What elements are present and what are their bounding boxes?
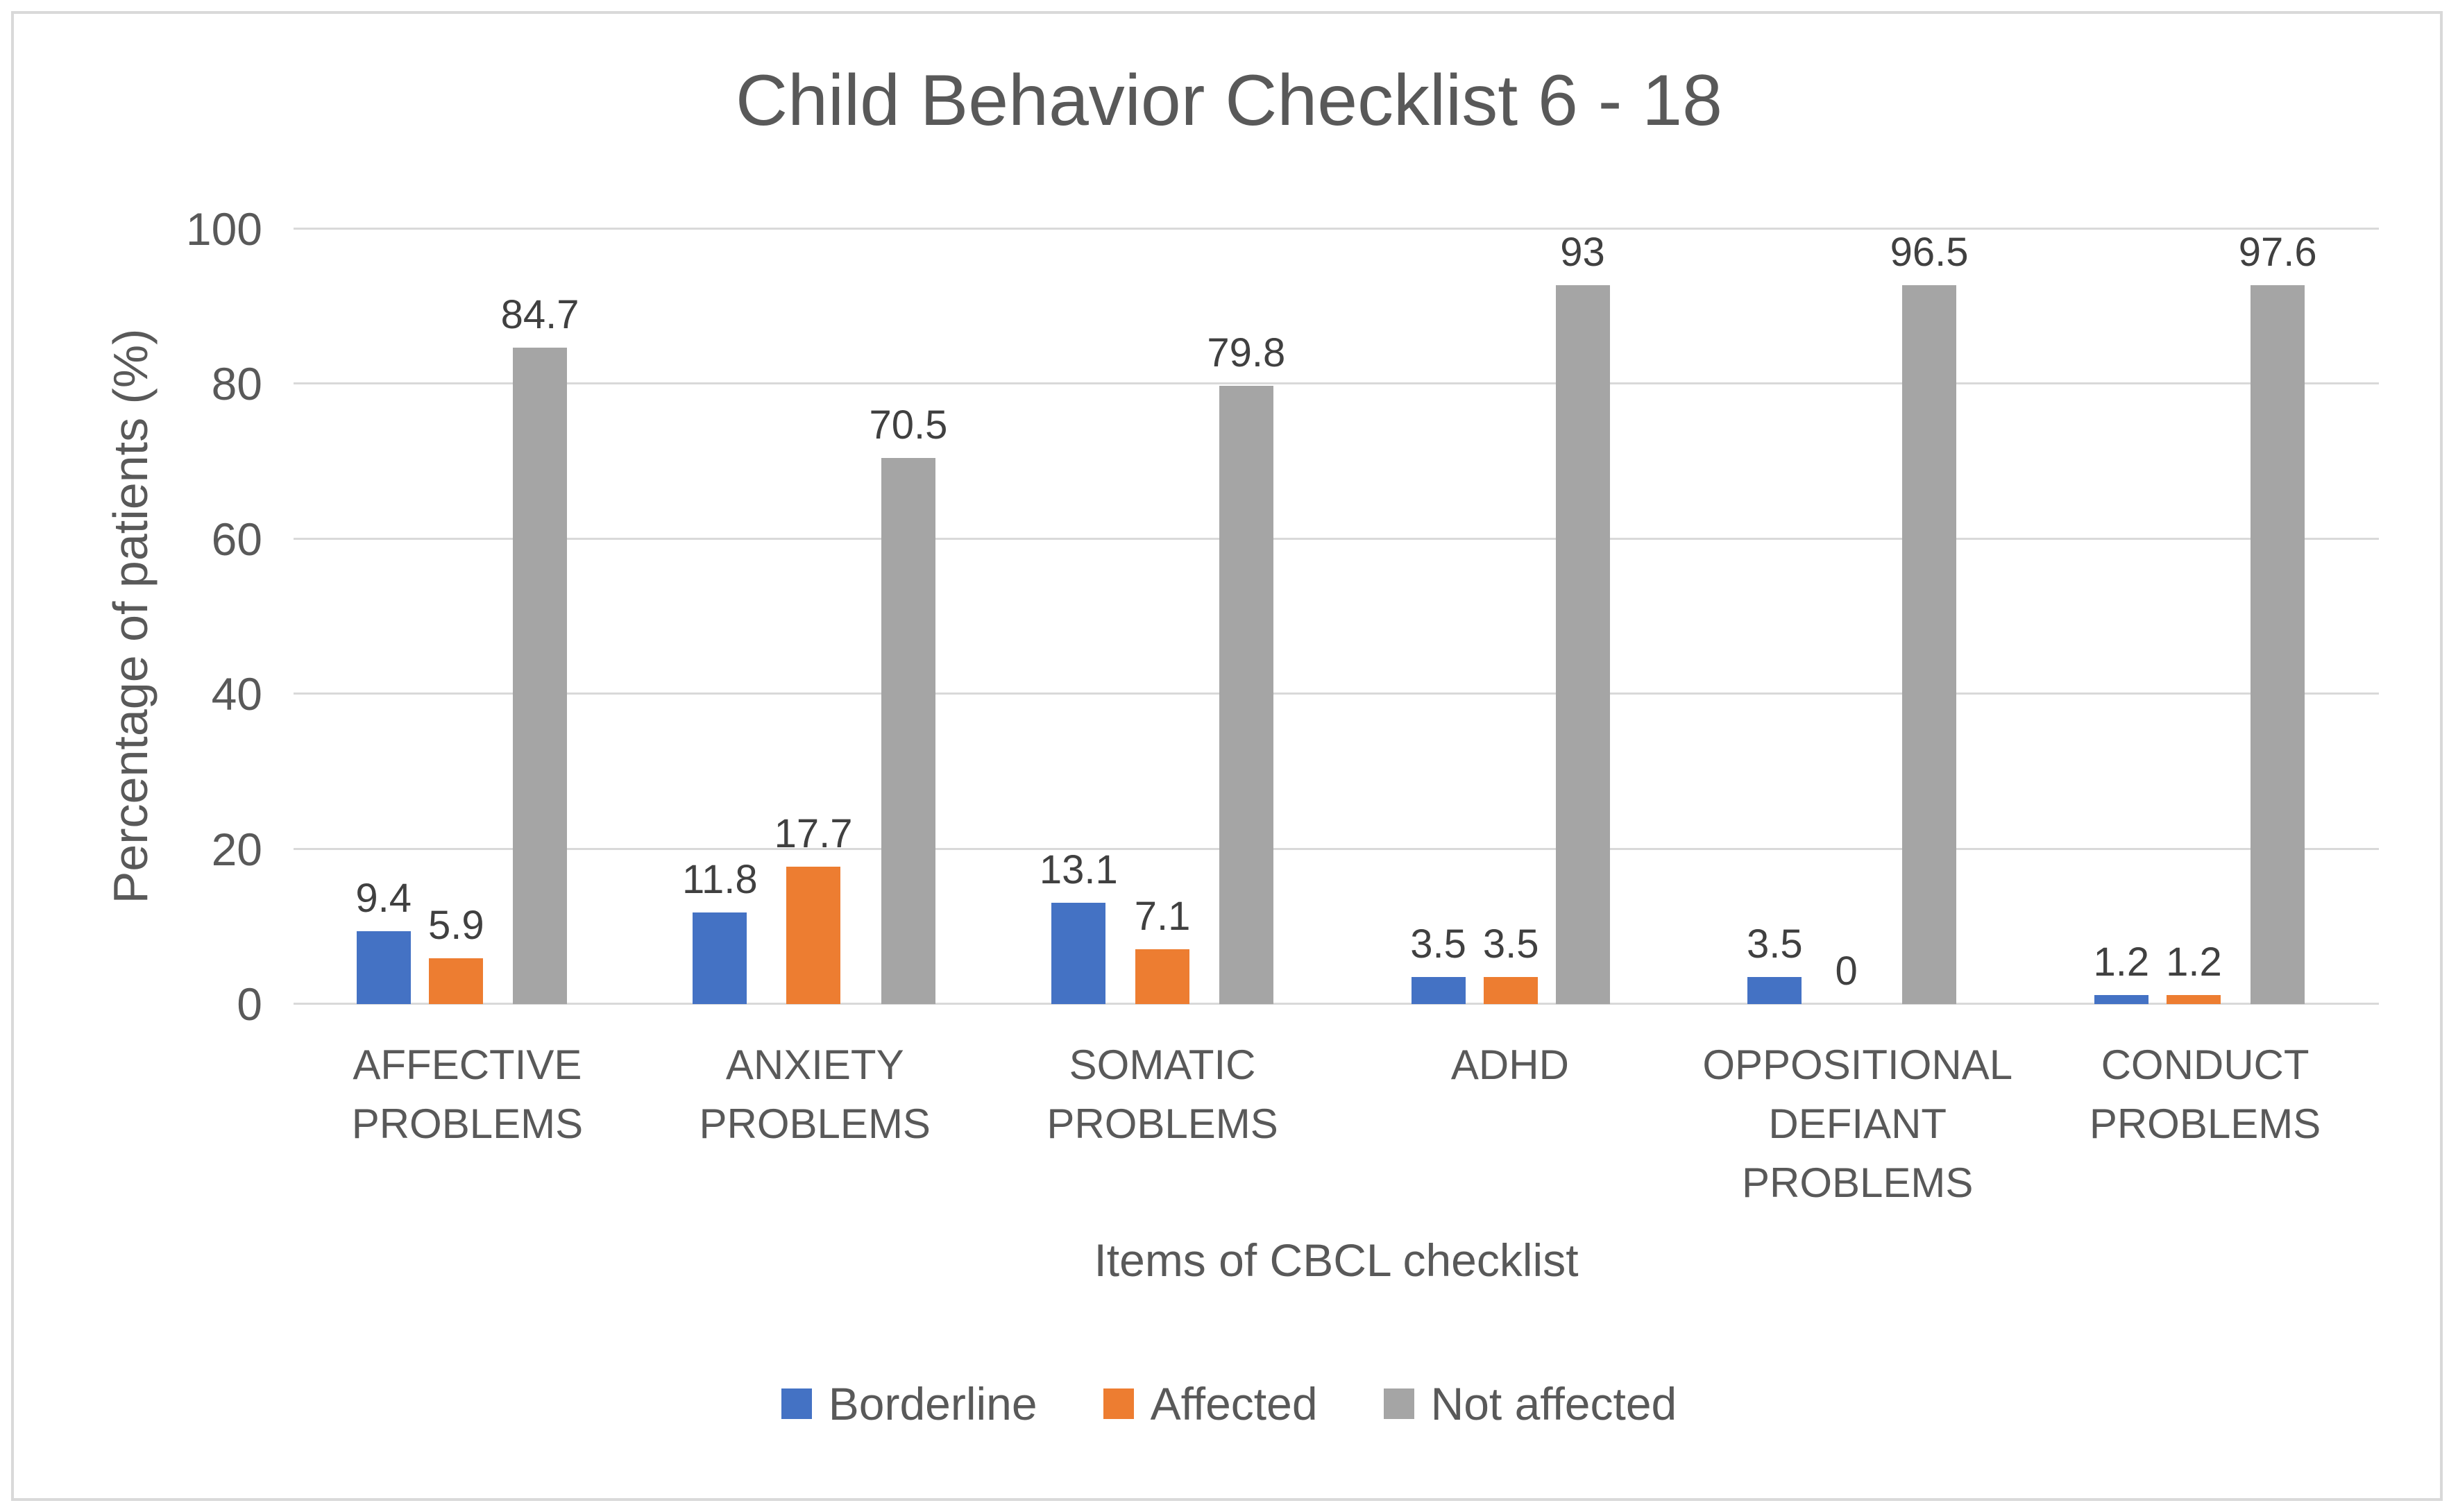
bar-group: 3.5 3.5 93 [1336, 229, 1684, 1004]
category-label: AFFECTIVE PROBLEMS [351, 1042, 584, 1148]
legend-label-borderline: Borderline [828, 1378, 1037, 1429]
y-tick-label-60: 60 [211, 513, 262, 565]
y-axis-ticks: 0 20 40 60 80 100 [0, 203, 262, 1030]
y-tick-label-0: 0 [237, 978, 262, 1030]
legend-item-borderline: Borderline [781, 1377, 1037, 1430]
bar-group: 3.5 0 96.5 [1684, 229, 2031, 1004]
bar-rect [1484, 976, 1539, 1004]
data-label: 5.9 [427, 903, 484, 949]
y-tick-label-40: 40 [211, 668, 262, 720]
data-label: 11.8 [682, 857, 758, 903]
bar-affected: 7.1 [1134, 229, 1191, 1004]
bar-affected: 17.7 [774, 229, 853, 1004]
bar-group: 1.2 1.2 97.6 [2031, 229, 2379, 1004]
data-label: 3.5 [1482, 921, 1539, 967]
bar-rect [2251, 285, 2305, 1004]
data-label: 3.5 [1410, 921, 1466, 967]
bar-rect [1411, 976, 1466, 1004]
legend-swatch-affected [1103, 1388, 1134, 1419]
bar-not-affected: 97.6 [2239, 229, 2317, 1004]
bar-affected: 0 [1820, 229, 1874, 1004]
data-label: 17.7 [774, 811, 853, 857]
bar-groups: 9.4 5.9 84.7 11.8 17.7 70.5 13.1 7.1 79.8 3.5 3.5 9… [294, 229, 2379, 1004]
bar-affected: 1.2 [2166, 229, 2222, 1004]
bar-group: 11.8 17.7 70.5 [641, 229, 989, 1004]
category-label: OPPOSITIONAL DEFIANT PROBLEMS [1702, 1042, 2013, 1207]
bar-group: 9.4 5.9 84.7 [294, 229, 641, 1004]
gridline-40 [294, 693, 2379, 695]
bar-rect [881, 457, 935, 1004]
bar-borderline: 13.1 [1040, 229, 1118, 1004]
bar-rect [786, 867, 841, 1004]
bar-not-affected: 96.5 [1890, 229, 1969, 1004]
category-label: ADHD [1450, 1042, 1569, 1088]
bar-rect [693, 912, 747, 1004]
category-label: CONDUCT PROBLEMS [2089, 1042, 2321, 1148]
data-label: 84.7 [500, 291, 579, 337]
plot-area: 9.4 5.9 84.7 11.8 17.7 70.5 13.1 7.1 79.8 3.5 3.5 9… [294, 228, 2379, 1005]
bar-not-affected: 84.7 [501, 229, 579, 1004]
bar-not-affected: 70.5 [869, 229, 948, 1004]
bar-not-affected: 79.8 [1207, 229, 1285, 1004]
data-label: 1.2 [2166, 939, 2222, 985]
bar-rect [2167, 994, 2221, 1004]
data-label: 93 [1560, 230, 1605, 275]
bar-rect [513, 347, 568, 1004]
data-label: 13.1 [1039, 847, 1118, 892]
bar-borderline: 3.5 [1747, 229, 1803, 1004]
bar-rect [2094, 994, 2148, 1004]
data-label: 97.6 [2238, 230, 2317, 275]
data-label: 1.2 [2093, 939, 2150, 985]
bar-rect [1902, 285, 1957, 1004]
y-tick-label-20: 20 [211, 823, 262, 875]
data-label: 7.1 [1134, 893, 1191, 939]
bar-borderline: 3.5 [1410, 229, 1466, 1004]
gridline-20 [294, 847, 2379, 850]
bar-not-affected: 93 [1555, 229, 1610, 1004]
bar-affected: 3.5 [1483, 229, 1539, 1004]
legend-label-not-affected: Not affected [1430, 1378, 1677, 1429]
gridline-100 [294, 228, 2379, 230]
data-label: 70.5 [869, 402, 948, 448]
chart-title: Child Behavior Checklist 6 - 18 [736, 60, 1722, 141]
x-axis-line [294, 1003, 2379, 1005]
bar-borderline: 9.4 [355, 229, 412, 1004]
category-label: SOMATIC PROBLEMS [1046, 1042, 1278, 1148]
x-axis-title: Items of CBCL checklist [1094, 1234, 1579, 1286]
legend-item-affected: Affected [1103, 1377, 1318, 1430]
data-label: 79.8 [1207, 330, 1286, 375]
legend: Borderline Affected Not affected [0, 1377, 2458, 1430]
category-labels: AFFECTIVE PROBLEMS ANXIETY PROBLEMS SOMATI… [294, 1035, 2379, 1213]
y-tick-label-100: 100 [185, 203, 262, 255]
gridline-60 [294, 537, 2379, 540]
bar-rect [1135, 949, 1190, 1004]
legend-label-affected: Affected [1150, 1378, 1318, 1429]
bar-borderline: 11.8 [682, 229, 758, 1004]
legend-swatch-borderline [781, 1388, 812, 1419]
gridline-80 [294, 382, 2379, 385]
bar-rect [356, 931, 411, 1004]
data-label: 0 [1835, 949, 1858, 994]
bar-rect [1747, 976, 1802, 1004]
bar-affected: 5.9 [428, 229, 484, 1004]
data-label: 3.5 [1746, 921, 1803, 967]
bar-rect [1051, 902, 1106, 1004]
data-label: 9.4 [355, 876, 412, 921]
bar-rect [429, 958, 484, 1004]
data-label: 96.5 [1890, 230, 1969, 275]
legend-item-not-affected: Not affected [1383, 1377, 1677, 1430]
bar-borderline: 1.2 [2093, 229, 2149, 1004]
category-label: ANXIETY PROBLEMS [699, 1042, 931, 1148]
bar-rect [1219, 385, 1273, 1004]
bar-rect [1555, 285, 1610, 1004]
bar-group: 13.1 7.1 79.8 [989, 229, 1337, 1004]
legend-swatch-not-affected [1383, 1388, 1414, 1419]
y-tick-label-80: 80 [211, 358, 262, 410]
